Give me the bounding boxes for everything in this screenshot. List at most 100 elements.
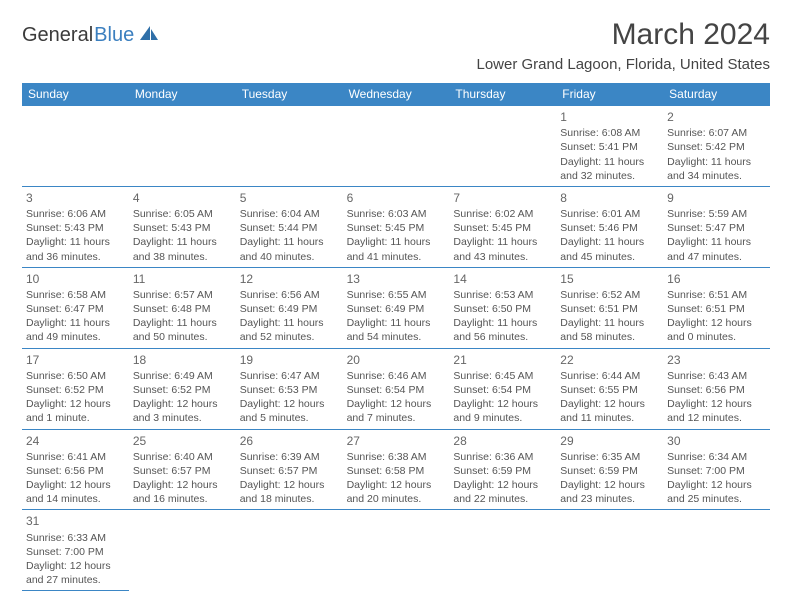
sunset-line: Sunset: 6:54 PM — [453, 383, 552, 397]
daylight-line: Daylight: 12 hours and 9 minutes. — [453, 397, 552, 425]
weekday-header: Tuesday — [236, 83, 343, 106]
sunrise-line: Sunrise: 6:01 AM — [560, 207, 659, 221]
sunset-line: Sunset: 5:47 PM — [667, 221, 766, 235]
day-cell: 6Sunrise: 6:03 AMSunset: 5:45 PMDaylight… — [343, 187, 450, 268]
sunset-line: Sunset: 5:43 PM — [26, 221, 125, 235]
daylight-line: Daylight: 11 hours and 34 minutes. — [667, 155, 766, 183]
month-title: March 2024 — [476, 18, 770, 52]
day-number: 26 — [240, 433, 339, 449]
daylight-line: Daylight: 12 hours and 0 minutes. — [667, 316, 766, 344]
day-cell: 31Sunrise: 6:33 AMSunset: 7:00 PMDayligh… — [22, 510, 129, 591]
daylight-line: Daylight: 12 hours and 27 minutes. — [26, 559, 125, 587]
sunrise-line: Sunrise: 6:44 AM — [560, 369, 659, 383]
sunrise-line: Sunrise: 6:51 AM — [667, 288, 766, 302]
sunrise-line: Sunrise: 6:04 AM — [240, 207, 339, 221]
sunset-line: Sunset: 6:51 PM — [560, 302, 659, 316]
daylight-line: Daylight: 11 hours and 54 minutes. — [347, 316, 446, 344]
day-cell: 11Sunrise: 6:57 AMSunset: 6:48 PMDayligh… — [129, 268, 236, 349]
weekday-header: Wednesday — [343, 83, 450, 106]
sunset-line: Sunset: 5:42 PM — [667, 140, 766, 154]
day-number: 3 — [26, 190, 125, 206]
sunset-line: Sunset: 6:57 PM — [133, 464, 232, 478]
daylight-line: Daylight: 11 hours and 47 minutes. — [667, 235, 766, 263]
day-number: 10 — [26, 271, 125, 287]
daylight-line: Daylight: 11 hours and 58 minutes. — [560, 316, 659, 344]
day-number: 19 — [240, 352, 339, 368]
day-cell: 12Sunrise: 6:56 AMSunset: 6:49 PMDayligh… — [236, 268, 343, 349]
daylight-line: Daylight: 12 hours and 11 minutes. — [560, 397, 659, 425]
day-cell: 14Sunrise: 6:53 AMSunset: 6:50 PMDayligh… — [449, 268, 556, 349]
daylight-line: Daylight: 12 hours and 14 minutes. — [26, 478, 125, 506]
sunrise-line: Sunrise: 6:02 AM — [453, 207, 552, 221]
daylight-line: Daylight: 12 hours and 12 minutes. — [667, 397, 766, 425]
sunrise-line: Sunrise: 6:47 AM — [240, 369, 339, 383]
sunrise-line: Sunrise: 6:43 AM — [667, 369, 766, 383]
sunset-line: Sunset: 6:49 PM — [347, 302, 446, 316]
day-cell: 16Sunrise: 6:51 AMSunset: 6:51 PMDayligh… — [663, 268, 770, 349]
day-cell: 24Sunrise: 6:41 AMSunset: 6:56 PMDayligh… — [22, 430, 129, 511]
day-number: 12 — [240, 271, 339, 287]
weekday-row: SundayMondayTuesdayWednesdayThursdayFrid… — [22, 83, 770, 106]
sunset-line: Sunset: 5:44 PM — [240, 221, 339, 235]
sunset-line: Sunset: 6:59 PM — [560, 464, 659, 478]
daylight-line: Daylight: 11 hours and 56 minutes. — [453, 316, 552, 344]
day-cell: 19Sunrise: 6:47 AMSunset: 6:53 PMDayligh… — [236, 349, 343, 430]
daylight-line: Daylight: 12 hours and 5 minutes. — [240, 397, 339, 425]
sunrise-line: Sunrise: 6:06 AM — [26, 207, 125, 221]
calendar: SundayMondayTuesdayWednesdayThursdayFrid… — [22, 83, 770, 591]
daylight-line: Daylight: 12 hours and 18 minutes. — [240, 478, 339, 506]
sunrise-line: Sunrise: 6:07 AM — [667, 126, 766, 140]
sunrise-line: Sunrise: 5:59 AM — [667, 207, 766, 221]
sunset-line: Sunset: 6:57 PM — [240, 464, 339, 478]
daylight-line: Daylight: 11 hours and 38 minutes. — [133, 235, 232, 263]
empty-cell — [449, 106, 556, 187]
sunrise-line: Sunrise: 6:34 AM — [667, 450, 766, 464]
sunrise-line: Sunrise: 6:35 AM — [560, 450, 659, 464]
day-cell: 3Sunrise: 6:06 AMSunset: 5:43 PMDaylight… — [22, 187, 129, 268]
day-number: 15 — [560, 271, 659, 287]
calendar-page: GeneralBlue March 2024 Lower Grand Lagoo… — [0, 0, 792, 591]
day-number: 6 — [347, 190, 446, 206]
day-number: 28 — [453, 433, 552, 449]
daylight-line: Daylight: 11 hours and 40 minutes. — [240, 235, 339, 263]
sunrise-line: Sunrise: 6:40 AM — [133, 450, 232, 464]
sunset-line: Sunset: 5:45 PM — [347, 221, 446, 235]
sunrise-line: Sunrise: 6:49 AM — [133, 369, 232, 383]
sunset-line: Sunset: 6:56 PM — [26, 464, 125, 478]
day-cell: 26Sunrise: 6:39 AMSunset: 6:57 PMDayligh… — [236, 430, 343, 511]
day-number: 14 — [453, 271, 552, 287]
daylight-line: Daylight: 11 hours and 36 minutes. — [26, 235, 125, 263]
day-cell: 10Sunrise: 6:58 AMSunset: 6:47 PMDayligh… — [22, 268, 129, 349]
day-number: 23 — [667, 352, 766, 368]
day-cell: 23Sunrise: 6:43 AMSunset: 6:56 PMDayligh… — [663, 349, 770, 430]
empty-cell — [236, 106, 343, 187]
sunset-line: Sunset: 5:46 PM — [560, 221, 659, 235]
weekday-header: Monday — [129, 83, 236, 106]
sunrise-line: Sunrise: 6:45 AM — [453, 369, 552, 383]
day-cell: 21Sunrise: 6:45 AMSunset: 6:54 PMDayligh… — [449, 349, 556, 430]
sunset-line: Sunset: 6:58 PM — [347, 464, 446, 478]
sunrise-line: Sunrise: 6:53 AM — [453, 288, 552, 302]
daylight-line: Daylight: 12 hours and 20 minutes. — [347, 478, 446, 506]
sunset-line: Sunset: 6:54 PM — [347, 383, 446, 397]
sunrise-line: Sunrise: 6:05 AM — [133, 207, 232, 221]
weekday-header: Sunday — [22, 83, 129, 106]
logo: GeneralBlue — [22, 24, 160, 47]
weekday-header: Friday — [556, 83, 663, 106]
day-number: 31 — [26, 513, 125, 529]
daylight-line: Daylight: 11 hours and 45 minutes. — [560, 235, 659, 263]
daylight-line: Daylight: 11 hours and 43 minutes. — [453, 235, 552, 263]
day-cell: 28Sunrise: 6:36 AMSunset: 6:59 PMDayligh… — [449, 430, 556, 511]
sunrise-line: Sunrise: 6:03 AM — [347, 207, 446, 221]
sail-icon — [138, 24, 160, 42]
sunrise-line: Sunrise: 6:38 AM — [347, 450, 446, 464]
daylight-line: Daylight: 11 hours and 41 minutes. — [347, 235, 446, 263]
sunrise-line: Sunrise: 6:46 AM — [347, 369, 446, 383]
day-cell: 13Sunrise: 6:55 AMSunset: 6:49 PMDayligh… — [343, 268, 450, 349]
sunrise-line: Sunrise: 6:08 AM — [560, 126, 659, 140]
calendar-grid: 1Sunrise: 6:08 AMSunset: 5:41 PMDaylight… — [22, 106, 770, 591]
daylight-line: Daylight: 12 hours and 3 minutes. — [133, 397, 232, 425]
sunset-line: Sunset: 6:53 PM — [240, 383, 339, 397]
title-block: March 2024 Lower Grand Lagoon, Florida, … — [476, 18, 770, 73]
location: Lower Grand Lagoon, Florida, United Stat… — [476, 56, 770, 73]
